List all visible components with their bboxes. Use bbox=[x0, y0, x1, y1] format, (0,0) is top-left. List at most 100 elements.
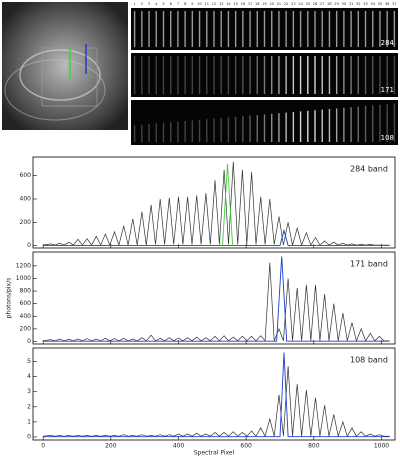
strip-line bbox=[148, 11, 150, 47]
band-label: 108 band bbox=[350, 356, 388, 365]
strip-line bbox=[271, 113, 273, 142]
y-tick-label: 1000 bbox=[16, 275, 31, 282]
strip-line bbox=[155, 56, 157, 94]
strip-line bbox=[292, 112, 295, 142]
strip-line bbox=[249, 56, 251, 94]
strip-line bbox=[263, 114, 266, 142]
y-tick-label: 0 bbox=[27, 433, 31, 440]
solar-disk bbox=[2, 2, 128, 130]
spectrum-line bbox=[43, 352, 390, 438]
strip-line bbox=[227, 11, 230, 47]
y-tick-label: 800 bbox=[20, 288, 32, 295]
strip-line bbox=[234, 11, 237, 47]
strip-number: 6 bbox=[170, 2, 172, 6]
strip-number: 31 bbox=[349, 2, 353, 6]
strip-number: 11 bbox=[205, 2, 209, 6]
strip-line bbox=[307, 11, 309, 47]
strip-line bbox=[198, 11, 201, 47]
strip-line bbox=[278, 56, 280, 94]
strip-line bbox=[177, 11, 179, 47]
strip-line bbox=[213, 56, 215, 94]
plot-frame bbox=[32, 347, 396, 441]
strip-line bbox=[364, 56, 367, 94]
strip-line bbox=[386, 104, 388, 142]
y-tick-label: 200 bbox=[20, 219, 32, 226]
strip-line bbox=[364, 106, 367, 142]
strip-line bbox=[379, 56, 381, 94]
y-tick-label: 400 bbox=[20, 196, 32, 203]
strip-line bbox=[386, 56, 388, 94]
x-tick-label: 200 bbox=[105, 443, 117, 450]
strip-number: 18 bbox=[255, 2, 259, 6]
loop bbox=[19, 49, 101, 101]
strip-line bbox=[155, 11, 157, 47]
y-axis-label: photons/pix/s bbox=[6, 278, 13, 318]
strip-number: 4 bbox=[155, 2, 158, 6]
strip-line bbox=[162, 122, 165, 142]
strip-number: 12 bbox=[212, 2, 216, 6]
strip-line bbox=[386, 11, 388, 47]
strip-line bbox=[278, 113, 280, 142]
strip-line bbox=[278, 11, 280, 47]
strip-line bbox=[169, 122, 172, 142]
strip-number: 9 bbox=[191, 2, 193, 6]
strip-image bbox=[131, 100, 398, 145]
strip-label: 171 bbox=[381, 86, 394, 94]
strip-line bbox=[184, 121, 186, 142]
strip-line bbox=[184, 56, 186, 94]
strip-line bbox=[335, 108, 338, 142]
strip-label: 108 bbox=[381, 134, 394, 142]
strip-number: 20 bbox=[269, 2, 273, 6]
strip-line bbox=[292, 56, 295, 94]
strip-line bbox=[357, 11, 360, 47]
strip-number: 15 bbox=[233, 2, 237, 6]
y-tick-label: 600 bbox=[20, 300, 32, 307]
y-tick-label: 200 bbox=[20, 325, 32, 332]
strip-number: 22 bbox=[284, 2, 288, 6]
y-tick-label: 3 bbox=[27, 388, 31, 395]
strip-line bbox=[242, 116, 244, 142]
strip-line bbox=[299, 11, 302, 47]
strip-line bbox=[364, 11, 367, 47]
strip-line bbox=[206, 11, 208, 47]
strip-line bbox=[285, 11, 287, 47]
strip-line bbox=[314, 56, 316, 94]
strip-line bbox=[169, 56, 172, 94]
strip-line bbox=[393, 11, 396, 47]
strip-number: 7 bbox=[177, 2, 179, 6]
strip-image bbox=[131, 53, 398, 97]
strip-line bbox=[263, 11, 266, 47]
strip-line bbox=[271, 56, 273, 94]
strip-line bbox=[191, 56, 194, 94]
y-tick-label: 0 bbox=[27, 242, 31, 249]
strip-line bbox=[393, 103, 396, 142]
strip-line bbox=[177, 121, 179, 142]
strip-line bbox=[357, 56, 360, 94]
strip-line bbox=[299, 56, 302, 94]
y-tick-label: 600 bbox=[20, 172, 32, 179]
strip-number: 26 bbox=[313, 2, 317, 6]
spectrum-line bbox=[43, 366, 390, 438]
strip-number: 29 bbox=[334, 2, 338, 6]
strip-line bbox=[285, 56, 287, 94]
strip-line bbox=[184, 11, 186, 47]
strip-line bbox=[271, 11, 273, 47]
strip-number: 2 bbox=[141, 2, 143, 6]
strip-line bbox=[357, 106, 360, 142]
strip-line bbox=[162, 56, 165, 94]
x-tick-label: 400 bbox=[173, 443, 185, 450]
strip-line bbox=[133, 56, 136, 94]
y-tick-label: 2 bbox=[27, 403, 31, 410]
strip-line bbox=[191, 120, 194, 142]
strip-line bbox=[177, 56, 179, 94]
strip-line bbox=[249, 11, 251, 47]
strip-line bbox=[328, 56, 331, 94]
band-label: 171 band bbox=[350, 260, 388, 269]
y-tick-label: 1 bbox=[27, 418, 31, 425]
spectrum-line bbox=[43, 161, 390, 247]
x-tick-label: 0 bbox=[41, 443, 45, 450]
y-tick-label: 1200 bbox=[16, 262, 31, 269]
spectral-strips: 1 2 3 4 5 6 7 8 9 10 11 12 13 14 15 16 17 18 19 20 21 22 23 24 2… bbox=[131, 2, 398, 145]
strip-line bbox=[234, 116, 237, 142]
